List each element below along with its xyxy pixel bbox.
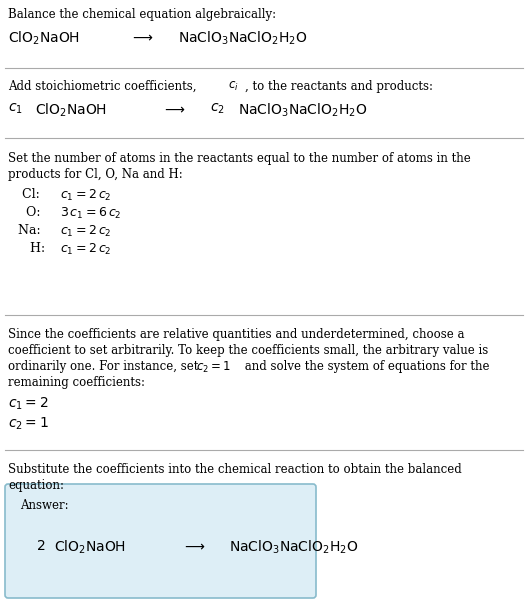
Text: $\mathrm{NaClO_3NaClO_2H_2O}$: $\mathrm{NaClO_3NaClO_2H_2O}$: [229, 539, 359, 556]
Text: Since the coefficients are relative quantities and underdetermined, choose a: Since the coefficients are relative quan…: [8, 328, 465, 341]
Text: products for Cl, O, Na and H:: products for Cl, O, Na and H:: [8, 168, 183, 181]
Text: , to the reactants and products:: , to the reactants and products:: [245, 80, 433, 93]
Text: H:: H:: [22, 242, 49, 255]
Text: $\mathrm{NaClO_3NaClO_2H_2O}$: $\mathrm{NaClO_3NaClO_2H_2O}$: [178, 30, 307, 47]
Text: $\longrightarrow$: $\longrightarrow$: [182, 539, 206, 553]
Text: ordinarily one. For instance, set: ordinarily one. For instance, set: [8, 360, 202, 373]
Text: Cl:: Cl:: [22, 188, 44, 201]
Text: $2$: $2$: [36, 539, 45, 553]
Text: $3\,c_1 = 6\,c_2$: $3\,c_1 = 6\,c_2$: [60, 206, 121, 221]
Text: $\mathrm{ClO_2NaOH}$: $\mathrm{ClO_2NaOH}$: [54, 539, 126, 556]
Text: $\longrightarrow$: $\longrightarrow$: [162, 102, 186, 116]
Text: Na:: Na:: [18, 224, 45, 237]
Text: $c_2 = 1$: $c_2 = 1$: [196, 360, 231, 375]
Text: $c_1 = 2\,c_2$: $c_1 = 2\,c_2$: [60, 188, 111, 203]
Text: Set the number of atoms in the reactants equal to the number of atoms in the: Set the number of atoms in the reactants…: [8, 152, 471, 165]
Text: O:: O:: [22, 206, 44, 219]
Text: $c_1$: $c_1$: [8, 102, 23, 116]
Text: $\longrightarrow$: $\longrightarrow$: [130, 30, 154, 44]
Text: $\mathrm{ClO_2NaOH}$: $\mathrm{ClO_2NaOH}$: [8, 30, 80, 47]
Text: $c_1 = 2\,c_2$: $c_1 = 2\,c_2$: [60, 224, 111, 239]
Text: $c_1 = 2\,c_2$: $c_1 = 2\,c_2$: [60, 242, 111, 257]
Text: coefficient to set arbitrarily. To keep the coefficients small, the arbitrary va: coefficient to set arbitrarily. To keep …: [8, 344, 488, 357]
Text: and solve the system of equations for the: and solve the system of equations for th…: [241, 360, 489, 373]
Text: Substitute the coefficients into the chemical reaction to obtain the balanced: Substitute the coefficients into the che…: [8, 463, 462, 476]
Text: remaining coefficients:: remaining coefficients:: [8, 376, 145, 389]
Text: $c_2$: $c_2$: [210, 102, 225, 116]
Text: equation:: equation:: [8, 479, 64, 492]
Text: $\mathrm{NaClO_3NaClO_2H_2O}$: $\mathrm{NaClO_3NaClO_2H_2O}$: [238, 102, 367, 119]
Text: $c_i$: $c_i$: [228, 80, 239, 93]
FancyBboxPatch shape: [5, 484, 316, 598]
Text: Add stoichiometric coefficients,: Add stoichiometric coefficients,: [8, 80, 200, 93]
Text: Balance the chemical equation algebraically:: Balance the chemical equation algebraica…: [8, 8, 276, 21]
Text: $c_1 = 2$: $c_1 = 2$: [8, 396, 49, 413]
Text: $c_2 = 1$: $c_2 = 1$: [8, 416, 49, 433]
Text: $\mathrm{ClO_2NaOH}$: $\mathrm{ClO_2NaOH}$: [35, 102, 107, 119]
Text: Answer:: Answer:: [20, 499, 69, 512]
